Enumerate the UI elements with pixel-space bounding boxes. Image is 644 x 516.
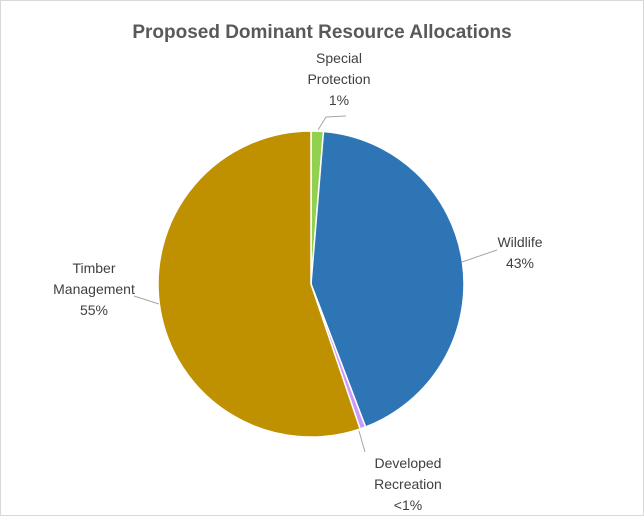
slice-value-label: 1%	[329, 92, 349, 108]
slice-name-label: Protection	[307, 71, 370, 87]
slice-label-developed-recreation: Developed Recreation <1%	[374, 455, 442, 513]
leader-line-wildlife	[461, 249, 498, 263]
slice-label-timber-management: Timber Management 55%	[53, 260, 135, 318]
pie-slices	[157, 130, 465, 438]
chart-title: Proposed Dominant Resource Allocations	[132, 22, 512, 43]
slice-name-label: Developed	[375, 455, 442, 471]
slice-name-label: Special	[316, 50, 362, 66]
slice-name-label: Wildlife	[497, 234, 542, 250]
leader-line-developed-recreation	[358, 430, 366, 453]
pie-slice-timber-management	[157, 130, 362, 438]
leader-line-timber-management	[133, 295, 160, 305]
slice-value-label: 43%	[506, 255, 534, 271]
slice-labels: Special Protection 1% Wildlife 43% Developed R…	[53, 50, 543, 513]
slice-name-label: Recreation	[374, 476, 442, 492]
slice-value-label: 55%	[80, 302, 108, 318]
slice-label-wildlife: Wildlife 43%	[497, 234, 542, 271]
pie-slice-wildlife	[310, 130, 465, 428]
slice-label-special-protection: Special Protection 1%	[307, 50, 370, 108]
slice-name-label: Management	[53, 281, 135, 297]
slice-name-label: Timber	[72, 260, 115, 276]
leader-lines	[133, 115, 498, 453]
leader-line-special-protection	[317, 115, 347, 131]
slice-value-label: <1%	[394, 497, 422, 513]
